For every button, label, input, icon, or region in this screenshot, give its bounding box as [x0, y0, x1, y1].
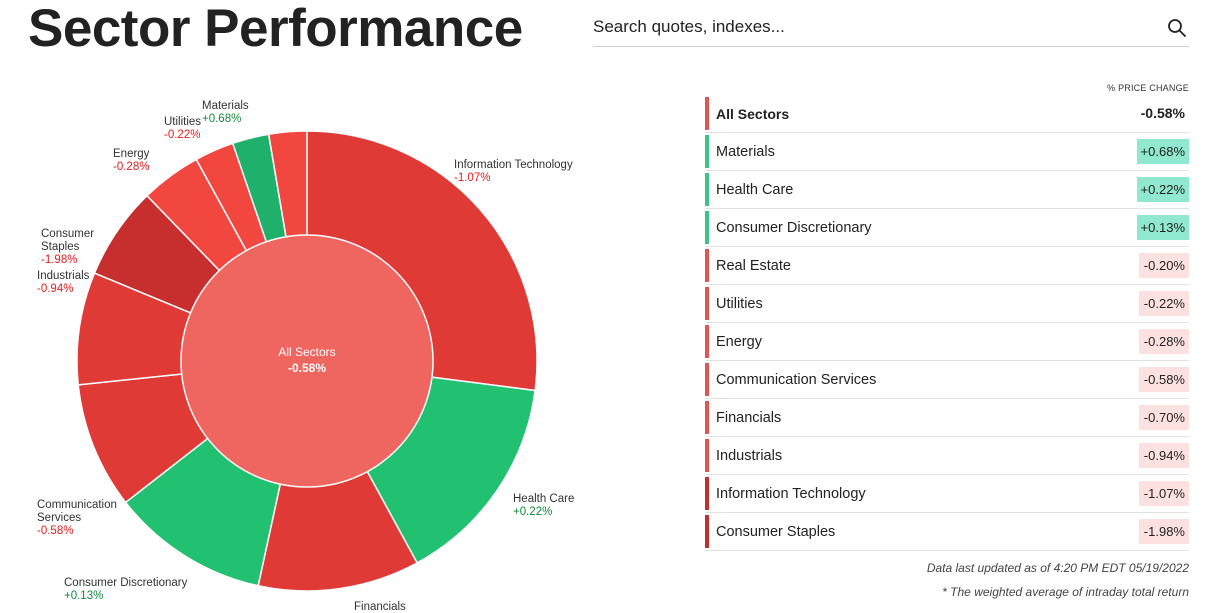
center-circle[interactable]	[180, 234, 434, 488]
slice-label-value: -0.22%	[164, 129, 200, 141]
row-value: -0.94%	[1139, 443, 1189, 468]
row-value: -0.70%	[1139, 405, 1189, 430]
row-indicator	[705, 173, 709, 206]
sector-table: All Sectors -0.58% Materials +0.68% Heal…	[705, 95, 1189, 551]
slice-label-value: -0.94%	[37, 283, 73, 295]
row-value: -1.98%	[1139, 519, 1189, 544]
slice-label-value: +0.22%	[513, 506, 552, 518]
table-row-health-care[interactable]: Health Care +0.22%	[705, 171, 1189, 209]
row-indicator	[705, 363, 709, 396]
row-value: -0.22%	[1139, 291, 1189, 316]
slice-label-name: Services	[37, 512, 81, 524]
row-name: All Sectors	[716, 106, 790, 122]
sector-pie-chart: All Sectors -0.58% Information Technolog…	[0, 70, 620, 613]
slice-label-name: Information Technology	[454, 159, 573, 171]
row-name: Materials	[716, 144, 775, 160]
page-title: Sector Performance	[28, 0, 523, 58]
row-name: Information Technology	[716, 486, 866, 502]
slice-label-name: Financials	[354, 601, 406, 613]
row-value: -1.07%	[1139, 481, 1189, 506]
row-value: +0.13%	[1136, 215, 1189, 240]
slice-label-value: -1.07%	[454, 172, 490, 184]
row-indicator	[705, 211, 709, 244]
center-label: All Sectors	[278, 345, 335, 359]
row-indicator	[705, 477, 709, 510]
row-name: Industrials	[716, 448, 783, 464]
row-indicator	[705, 287, 709, 320]
row-indicator	[705, 515, 709, 548]
table-row-communication-services[interactable]: Communication Services -0.58%	[705, 361, 1189, 399]
row-name: Energy	[716, 334, 762, 350]
row-indicator	[705, 97, 709, 130]
last-updated-note: Data last updated as of 4:20 PM EDT 05/1…	[926, 561, 1189, 575]
slice-label-name: Health Care	[513, 493, 574, 505]
slice-label-value: +0.13%	[64, 590, 103, 602]
row-name: Consumer Discretionary	[716, 220, 872, 236]
slice-label-name: Communication	[37, 499, 117, 511]
slice-label-name: Consumer	[41, 228, 94, 240]
table-row-utilities[interactable]: Utilities -0.22%	[705, 285, 1189, 323]
row-value: -0.20%	[1139, 253, 1189, 278]
row-indicator	[705, 401, 709, 434]
row-name: Consumer Staples	[716, 524, 836, 540]
slice-label-name: Materials	[202, 100, 249, 112]
slice-label-name: Industrials	[37, 270, 90, 282]
weighted-average-note: * The weighted average of intraday total…	[942, 585, 1189, 599]
center-value: -0.58%	[288, 361, 326, 375]
slice-label-name: Energy	[113, 148, 150, 160]
row-indicator	[705, 249, 709, 282]
row-value: -0.58%	[1140, 105, 1185, 121]
search-box[interactable]	[593, 8, 1189, 47]
slice-label-name: Staples	[41, 241, 80, 253]
slice-label-value: -1.98%	[41, 254, 77, 266]
table-row-consumer-discretionary[interactable]: Consumer Discretionary +0.13%	[705, 209, 1189, 247]
row-indicator	[705, 135, 709, 168]
table-row-industrials[interactable]: Industrials -0.94%	[705, 437, 1189, 475]
table-row-consumer-staples[interactable]: Consumer Staples -1.98%	[705, 513, 1189, 551]
row-value: +0.68%	[1136, 139, 1189, 164]
row-value: +0.22%	[1136, 177, 1189, 202]
slice-label-value: -0.58%	[37, 525, 73, 537]
row-value: -0.28%	[1139, 329, 1189, 354]
slice-label-name: Utilities	[164, 116, 201, 128]
row-name: Health Care	[716, 182, 794, 198]
table-row-real-estate[interactable]: Real Estate -0.20%	[705, 247, 1189, 285]
row-indicator	[705, 439, 709, 472]
slice-label-value: -0.28%	[113, 161, 149, 173]
table-row-financials[interactable]: Financials -0.70%	[705, 399, 1189, 437]
table-row-materials[interactable]: Materials +0.68%	[705, 133, 1189, 171]
row-name: Communication Services	[716, 372, 877, 388]
slice-label-value: +0.68%	[202, 113, 241, 125]
search-icon[interactable]	[1167, 18, 1187, 38]
row-name: Financials	[716, 410, 782, 426]
table-row-information-technology[interactable]: Information Technology -1.07%	[705, 475, 1189, 513]
table-row-all-sectors[interactable]: All Sectors -0.58%	[705, 95, 1189, 133]
slice-label-name: Consumer Discretionary	[64, 577, 188, 589]
row-value: -0.58%	[1139, 367, 1189, 392]
row-name: Real Estate	[716, 258, 791, 274]
row-name: Utilities	[716, 296, 763, 312]
table-row-energy[interactable]: Energy -0.28%	[705, 323, 1189, 361]
sector-pie-svg: All Sectors -0.58% Information Technolog…	[37, 100, 574, 613]
search-input[interactable]	[593, 14, 1153, 40]
price-change-header: % PRICE CHANGE	[1107, 83, 1189, 93]
row-indicator	[705, 325, 709, 358]
